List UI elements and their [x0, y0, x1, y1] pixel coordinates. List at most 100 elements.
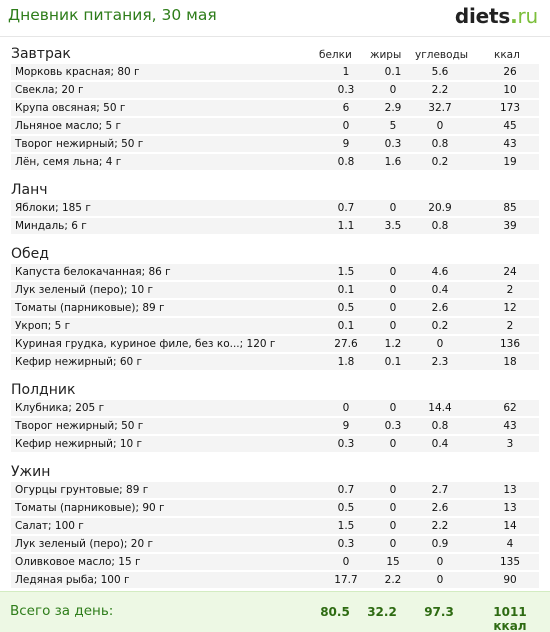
food-fat: 0 [389, 84, 397, 96]
food-carbs: 32.7 [428, 102, 452, 114]
total-carbs: 97.3 [424, 605, 454, 619]
food-name: Укроп; 5 г [15, 320, 71, 332]
column-headers: белки жиры углеводы ккал [0, 49, 550, 63]
food-row: Оливковое масло; 15 г 0 15 0 135 [11, 554, 539, 572]
food-row: Салат; 100 г 1.5 0 2.2 14 [11, 518, 539, 536]
food-protein: 1.5 [337, 266, 355, 278]
food-protein: 0 [342, 402, 350, 414]
food-row: Творог нежирный; 50 г 9 0.3 0.8 43 [11, 418, 539, 436]
food-fat: 5 [389, 120, 397, 132]
page-title: Дневник питания, 30 мая [8, 6, 217, 24]
food-fat: 0 [389, 402, 397, 414]
meal-title: Ланч [11, 182, 48, 198]
food-row: Кефир нежирный; 10 г 0.3 0 0.4 3 [11, 436, 539, 454]
col-fat: жиры [370, 49, 402, 61]
logo-dot: . [510, 4, 518, 28]
food-fat: 0 [389, 520, 397, 532]
food-name: Оливковое масло; 15 г [15, 556, 141, 568]
meal-title: Полдник [11, 382, 76, 398]
food-kcal: 24 [503, 266, 517, 278]
food-row: Лук зеленый (перо); 10 г 0.1 0 0.4 2 [11, 282, 539, 300]
col-carbs: углеводы [415, 49, 469, 61]
food-name: Лук зеленый (перо); 10 г [15, 284, 154, 296]
food-name: Лён, семя льна; 4 г [15, 156, 122, 168]
food-fat: 0.3 [384, 138, 402, 150]
food-carbs: 2.6 [431, 502, 449, 514]
food-protein: 0.1 [337, 320, 355, 332]
food-protein: 0.7 [337, 202, 355, 214]
food-fat: 0 [389, 320, 397, 332]
food-name: Лук зеленый (перо); 20 г [15, 538, 154, 550]
food-name: Капуста белокачанная; 86 г [15, 266, 171, 278]
food-carbs: 0 [436, 338, 444, 350]
food-row: Свекла; 20 г 0.3 0 2.2 10 [11, 82, 539, 100]
food-name: Миндаль; 6 г [15, 220, 87, 232]
food-kcal: 10 [503, 84, 517, 96]
col-kcal: ккал [494, 49, 520, 61]
page-header: Дневник питания, 30 мая diets.ru [0, 0, 550, 36]
food-name: Томаты (парниковые); 90 г [15, 502, 165, 514]
food-carbs: 0.4 [431, 284, 449, 296]
food-row: Миндаль; 6 г 1.1 3.5 0.8 39 [11, 218, 539, 236]
food-kcal: 14 [503, 520, 517, 532]
food-protein: 1.1 [337, 220, 355, 232]
food-fat: 0 [389, 484, 397, 496]
food-row: Творог нежирный; 50 г 9 0.3 0.8 43 [11, 136, 539, 154]
food-name: Морковь красная; 80 г [15, 66, 140, 78]
food-carbs: 2.6 [431, 302, 449, 314]
food-protein: 0 [342, 556, 350, 568]
food-carbs: 0.4 [431, 438, 449, 450]
logo-main: diets [454, 4, 511, 28]
food-row: Яблоки; 185 г 0.7 0 20.9 85 [11, 200, 539, 218]
food-kcal: 90 [503, 574, 517, 586]
food-row: Лён, семя льна; 4 г 0.8 1.6 0.2 19 [11, 154, 539, 172]
food-kcal: 45 [503, 120, 517, 132]
food-protein: 0.8 [337, 156, 355, 168]
food-row: Морковь красная; 80 г 1 0.1 5.6 26 [11, 64, 539, 82]
food-fat: 1.6 [384, 156, 402, 168]
food-carbs: 0 [436, 556, 444, 568]
meal-spacer [0, 372, 550, 380]
food-row: Кефир нежирный; 60 г 1.8 0.1 2.3 18 [11, 354, 539, 372]
food-protein: 9 [342, 420, 350, 432]
food-name: Кефир нежирный; 60 г [15, 356, 143, 368]
food-fat: 0.1 [384, 66, 402, 78]
food-carbs: 0.9 [431, 538, 449, 550]
food-name: Свекла; 20 г [15, 84, 84, 96]
food-fat: 0.1 [384, 356, 402, 368]
food-name: Клубника; 205 г [15, 402, 105, 414]
food-protein: 0.3 [337, 84, 355, 96]
food-carbs: 2.2 [431, 520, 449, 532]
food-kcal: 39 [503, 220, 517, 232]
food-name: Кефир нежирный; 10 г [15, 438, 143, 450]
food-fat: 0 [389, 502, 397, 514]
food-row: Крупа овсяная; 50 г 6 2.9 32.7 173 [11, 100, 539, 118]
food-carbs: 2.3 [431, 356, 449, 368]
food-name: Яблоки; 185 г [15, 202, 91, 214]
food-carbs: 5.6 [431, 66, 449, 78]
food-row: Укроп; 5 г 0.1 0 0.2 2 [11, 318, 539, 336]
meal-spacer [0, 236, 550, 244]
meal-spacer [0, 172, 550, 180]
site-logo[interactable]: diets.ru [455, 4, 538, 28]
food-name: Творог нежирный; 50 г [15, 420, 144, 432]
food-kcal: 12 [503, 302, 517, 314]
food-protein: 0.1 [337, 284, 355, 296]
food-row: Капуста белокачанная; 86 г 1.5 0 4.6 24 [11, 264, 539, 282]
food-protein: 0 [342, 120, 350, 132]
food-protein: 17.7 [334, 574, 358, 586]
total-protein: 80.5 [320, 605, 350, 619]
food-fat: 0.3 [384, 420, 402, 432]
food-kcal: 135 [499, 556, 521, 568]
food-row: Клубника; 205 г 0 0 14.4 62 [11, 400, 539, 418]
food-kcal: 173 [499, 102, 521, 114]
food-carbs: 0.8 [431, 138, 449, 150]
food-protein: 1.8 [337, 356, 355, 368]
food-protein: 0.3 [337, 438, 355, 450]
food-fat: 0 [389, 202, 397, 214]
food-carbs: 0.8 [431, 420, 449, 432]
food-protein: 9 [342, 138, 350, 150]
food-row: Томаты (парниковые); 89 г 0.5 0 2.6 12 [11, 300, 539, 318]
food-kcal: 4 [506, 538, 514, 550]
meal-title: Обед [11, 246, 49, 262]
